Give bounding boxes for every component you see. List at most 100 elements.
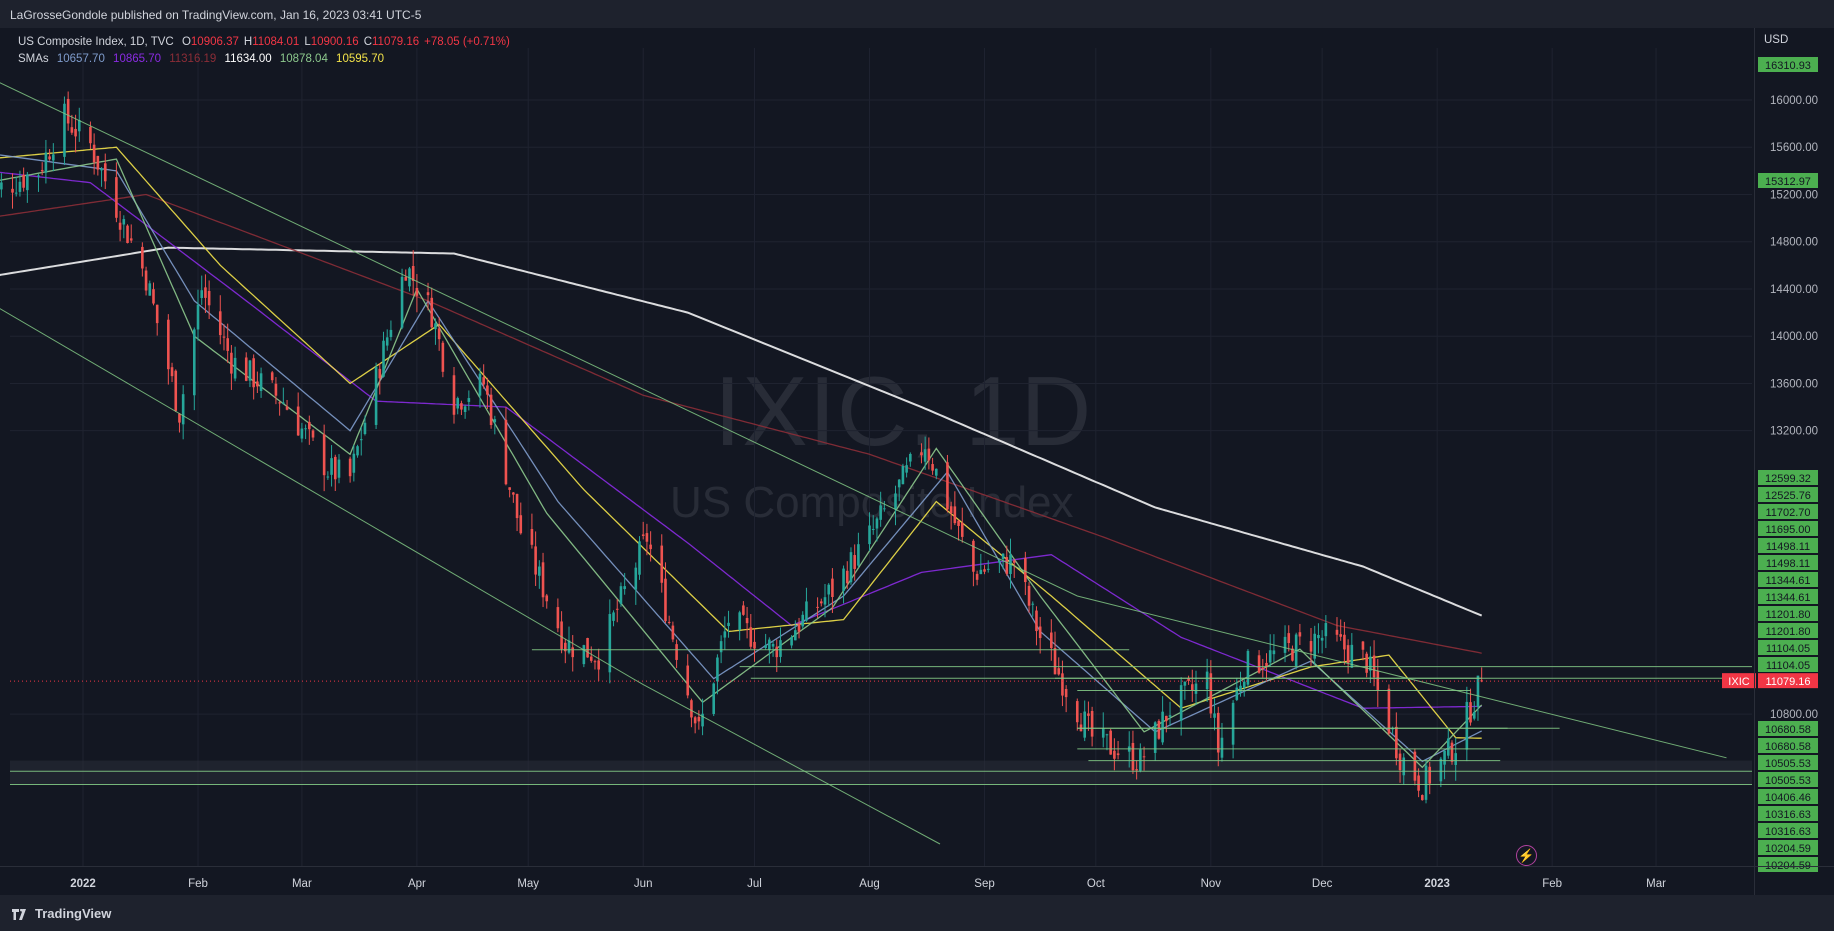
candle-body [26, 174, 29, 191]
price-tag-label: 11498.11 [1766, 541, 1810, 553]
candle-body [538, 566, 541, 576]
high-value: 11084.01 [252, 36, 300, 48]
candle-body [1090, 710, 1094, 737]
candle-body [727, 622, 730, 627]
candle-body [1465, 701, 1469, 750]
footer-bar [0, 895, 1834, 931]
candle-body [1365, 653, 1368, 673]
candle-body [779, 640, 782, 657]
candle-body [719, 641, 723, 653]
candle-body [304, 428, 307, 430]
candle-body [645, 533, 649, 542]
candle-body [1142, 756, 1146, 758]
candle-body [1309, 641, 1313, 652]
price-tag-label: 10505.53 [1765, 775, 1811, 787]
lightning-icon[interactable]: ⚡ [1516, 845, 1537, 866]
candle-body [1116, 753, 1120, 756]
candle-body [909, 453, 912, 462]
candle-body [1012, 560, 1016, 563]
candle-body [1476, 675, 1480, 708]
candle-body [805, 601, 808, 621]
candle-body [1165, 715, 1168, 722]
candle-body [1001, 553, 1005, 560]
candle-body [222, 336, 226, 338]
price-tag [1758, 823, 1818, 838]
candle-body [927, 448, 931, 461]
sma-line-5 [0, 158, 1483, 769]
candle-body [931, 464, 934, 471]
tradingview-logo-icon [12, 909, 26, 920]
candle-body [385, 337, 389, 346]
candle-body [1472, 712, 1476, 719]
currency-label: USD [1764, 34, 1789, 46]
price-tag-label: 16310.93 [1765, 60, 1811, 72]
price-tag-label: 15312.97 [1765, 176, 1811, 188]
candle-body [1075, 701, 1079, 723]
candle-body [1424, 765, 1428, 800]
candle-body [259, 373, 263, 392]
candle-body [200, 290, 204, 299]
candle-body [842, 568, 845, 591]
candle-body [382, 340, 385, 377]
candle-body [667, 621, 671, 623]
change-value: +78.05 (+0.71%) [424, 36, 510, 48]
candle-body [1064, 689, 1068, 698]
candle-body [18, 181, 22, 192]
candle-body [649, 544, 652, 550]
symbol-label: US Composite Index, 1D, TVC [18, 36, 174, 48]
candle-body [274, 383, 278, 396]
candle-body [70, 127, 74, 133]
candle-body [1298, 632, 1302, 637]
price-tag-label: 11201.80 [1765, 609, 1810, 621]
candle-body [174, 370, 178, 411]
price-tag [1758, 504, 1818, 519]
candle-body [1194, 683, 1198, 694]
candle-body [1272, 650, 1276, 655]
candle-body [74, 128, 77, 137]
candle-body [1439, 758, 1443, 782]
candle-body [207, 290, 211, 306]
candle-body [556, 607, 560, 629]
candle-body [612, 612, 615, 621]
candle-body [44, 152, 48, 173]
tradingview-logo: TradingView [12, 906, 111, 921]
trend-line-2 [0, 308, 941, 845]
price-tag [1758, 606, 1818, 621]
candle-body [593, 661, 597, 663]
candle-body [411, 265, 415, 281]
candle-body [426, 292, 430, 296]
x-tick-label: 2022 [70, 878, 96, 890]
candle-body [22, 174, 25, 188]
candle-body [1050, 632, 1053, 649]
candle-body [901, 465, 905, 485]
price-tag-label: 11104.05 [1766, 660, 1810, 672]
candle-body [738, 612, 741, 630]
candle-body [1320, 637, 1324, 641]
candle-body [660, 545, 664, 583]
last-price-tag [1758, 673, 1818, 689]
candle-body [482, 377, 485, 385]
candle-body [1335, 629, 1339, 635]
candle-body [564, 642, 567, 652]
candle-body [1350, 644, 1354, 668]
candle-body [768, 639, 771, 650]
price-tag-label: 11498.11 [1766, 558, 1810, 570]
candle-body [879, 505, 882, 520]
price-tag [1758, 470, 1818, 485]
candle-body [148, 283, 152, 296]
sma-value-3: 11316.19 [169, 53, 217, 65]
candle-body [742, 605, 745, 615]
candle-body [597, 660, 600, 670]
price-tag-label: 10316.63 [1765, 826, 1811, 838]
candle-body [359, 439, 363, 441]
candle-body [1031, 603, 1035, 605]
candle-body [1235, 687, 1239, 700]
candle-body [115, 177, 118, 218]
x-tick-label: Feb [188, 878, 208, 890]
sma-legend: SMAs 10657.70 10865.70 11316.19 11634.00… [18, 51, 520, 68]
candle-body [515, 493, 519, 519]
candle-body [1220, 737, 1224, 758]
candle-body [486, 385, 489, 395]
price-tag [1758, 521, 1818, 536]
